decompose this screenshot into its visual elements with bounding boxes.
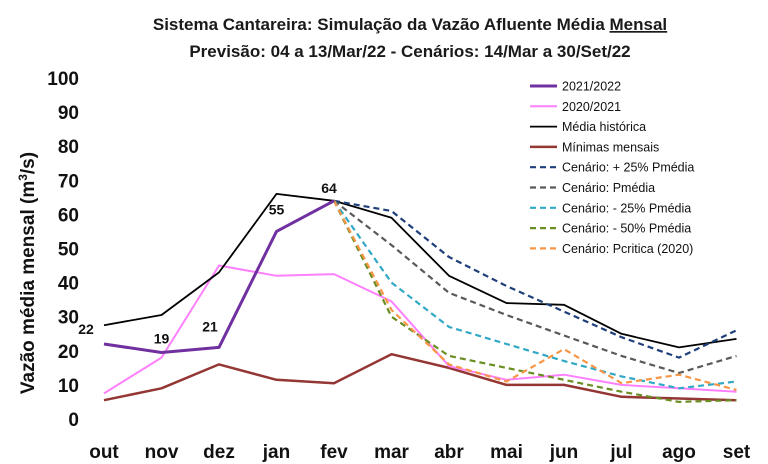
data-labels: 22 19 21 55 64 xyxy=(78,180,337,347)
x-tick-label: jul xyxy=(609,442,632,463)
legend-label: Mínimas mensais xyxy=(562,140,659,154)
series-line xyxy=(333,200,737,403)
legend-label: 2020/2021 xyxy=(562,100,621,114)
y-tick-label: 0 xyxy=(68,410,79,431)
y-axis-label: Vazão média mensal (m3/s) xyxy=(16,152,39,394)
y-tick-label: 90 xyxy=(58,103,79,124)
x-tick-label: set xyxy=(723,442,751,463)
series-line xyxy=(103,192,737,349)
legend-label: Cenário: Pmédia xyxy=(562,181,655,195)
chart-title-line2: Previsão: 04 a 13/Mar/22 - Cenários: 14/… xyxy=(189,42,630,61)
legend-label: Cenário: - 50% Pmédia xyxy=(562,222,691,236)
y-tick-label: 30 xyxy=(58,308,79,329)
legend-label: Cenário: Pcritica (2020) xyxy=(562,242,693,256)
data-label: 19 xyxy=(154,331,170,347)
x-tick-label: nov xyxy=(145,442,179,463)
series-lines xyxy=(103,192,737,403)
legend-label: Média histórica xyxy=(562,120,646,134)
x-tick-label: out xyxy=(89,442,119,463)
x-tick-label: mai xyxy=(490,442,523,463)
y-tick-label: 20 xyxy=(58,342,79,363)
data-label: 55 xyxy=(269,201,285,217)
y-tick-label: 50 xyxy=(58,240,79,261)
x-tick-label: dez xyxy=(203,442,235,463)
x-tick-label: abr xyxy=(434,442,464,463)
legend-label: Cenário: - 25% Pmédia xyxy=(562,201,691,215)
series-line xyxy=(333,199,737,359)
x-tick-label: mar xyxy=(374,442,409,463)
legend-label: Cenário: + 25% Pmédia xyxy=(562,161,694,175)
y-tick-label: 60 xyxy=(58,205,79,226)
x-tick-label: jan xyxy=(262,442,290,463)
series-line xyxy=(333,200,737,390)
series-line xyxy=(333,200,737,392)
series-line xyxy=(103,352,737,402)
y-tick-label: 10 xyxy=(58,376,79,397)
data-label: 21 xyxy=(202,318,218,334)
series-line xyxy=(103,199,335,354)
data-label: 64 xyxy=(321,180,337,196)
x-tick-label: ago xyxy=(662,442,696,463)
x-tick-labels: out nov dez jan fev mar abr mai jun jul ago set xyxy=(89,442,751,463)
legend-label: 2021/2022 xyxy=(562,80,621,94)
series-line xyxy=(103,264,737,395)
y-tick-label: 40 xyxy=(58,274,79,295)
y-tick-labels: 0 10 20 30 40 50 60 70 80 90 100 xyxy=(47,69,79,431)
legend: 2021/2022 2020/2021 Média histórica Mínimas… xyxy=(530,80,694,256)
y-tick-label: 70 xyxy=(58,171,79,192)
x-tick-label: jun xyxy=(549,442,579,463)
series-line xyxy=(333,199,737,375)
chart-title-line1: Sistema Cantareira: Simulação da Vazão A… xyxy=(153,15,667,34)
data-label: 22 xyxy=(78,321,94,337)
y-tick-label: 100 xyxy=(47,69,79,90)
y-tick-label: 80 xyxy=(58,137,79,158)
x-tick-label: fev xyxy=(320,442,348,463)
